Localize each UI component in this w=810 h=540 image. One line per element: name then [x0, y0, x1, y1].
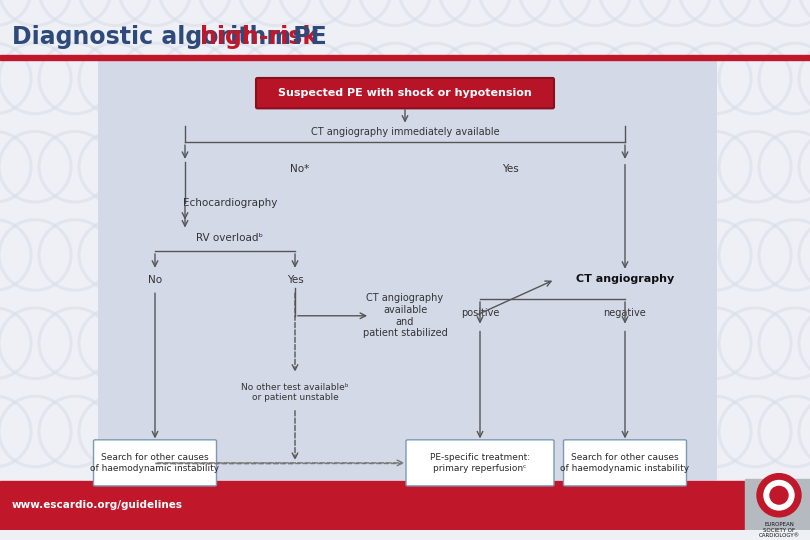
Bar	[0, 55, 810, 60]
Bar	[0, 481, 810, 535]
Text: Suspected PE with shock or hypotension: Suspected PE with shock or hypotension	[278, 88, 532, 98]
Text: Echocardiography: Echocardiography	[183, 198, 277, 208]
Text: No other test availableᵇ
or patient unstable: No other test availableᵇ or patient unst…	[241, 382, 349, 402]
Text: Search for other causes
of haemodynamic instability: Search for other causes of haemodynamic …	[91, 453, 220, 472]
Text: RV overloadᵇ: RV overloadᵇ	[197, 233, 263, 244]
FancyBboxPatch shape	[406, 440, 554, 486]
FancyBboxPatch shape	[93, 440, 216, 486]
Text: CT angiography
available
and
patient stabilized: CT angiography available and patient sta…	[363, 293, 447, 338]
Text: high-risk: high-risk	[200, 25, 318, 49]
Text: positive: positive	[461, 308, 499, 318]
Circle shape	[764, 481, 794, 510]
Text: No*: No*	[290, 164, 309, 174]
Text: Diagnostic algorithm:: Diagnostic algorithm:	[12, 25, 309, 49]
FancyBboxPatch shape	[256, 78, 554, 109]
Text: Search for other causes
of haemodynamic instability: Search for other causes of haemodynamic …	[561, 453, 689, 472]
Bar	[745, 478, 810, 532]
Text: negative: negative	[603, 308, 646, 318]
Text: No: No	[148, 275, 162, 286]
Text: CT angiography immediately available: CT angiography immediately available	[311, 127, 499, 137]
FancyBboxPatch shape	[98, 60, 717, 481]
Text: Yes: Yes	[287, 275, 304, 286]
Text: PE-specific treatment:
primary reperfusionᶜ: PE-specific treatment: primary reperfusi…	[430, 453, 530, 472]
Circle shape	[770, 487, 788, 504]
Text: Yes: Yes	[501, 164, 518, 174]
Text: EUROPEAN
SOCIETY OF
CARDIOLOGY®: EUROPEAN SOCIETY OF CARDIOLOGY®	[758, 522, 799, 538]
Text: CT angiography: CT angiography	[576, 274, 674, 285]
Text: www.escardio.org/guidelines: www.escardio.org/guidelines	[12, 500, 183, 510]
FancyBboxPatch shape	[564, 440, 687, 486]
Circle shape	[757, 474, 801, 517]
Text: PE: PE	[285, 25, 326, 49]
